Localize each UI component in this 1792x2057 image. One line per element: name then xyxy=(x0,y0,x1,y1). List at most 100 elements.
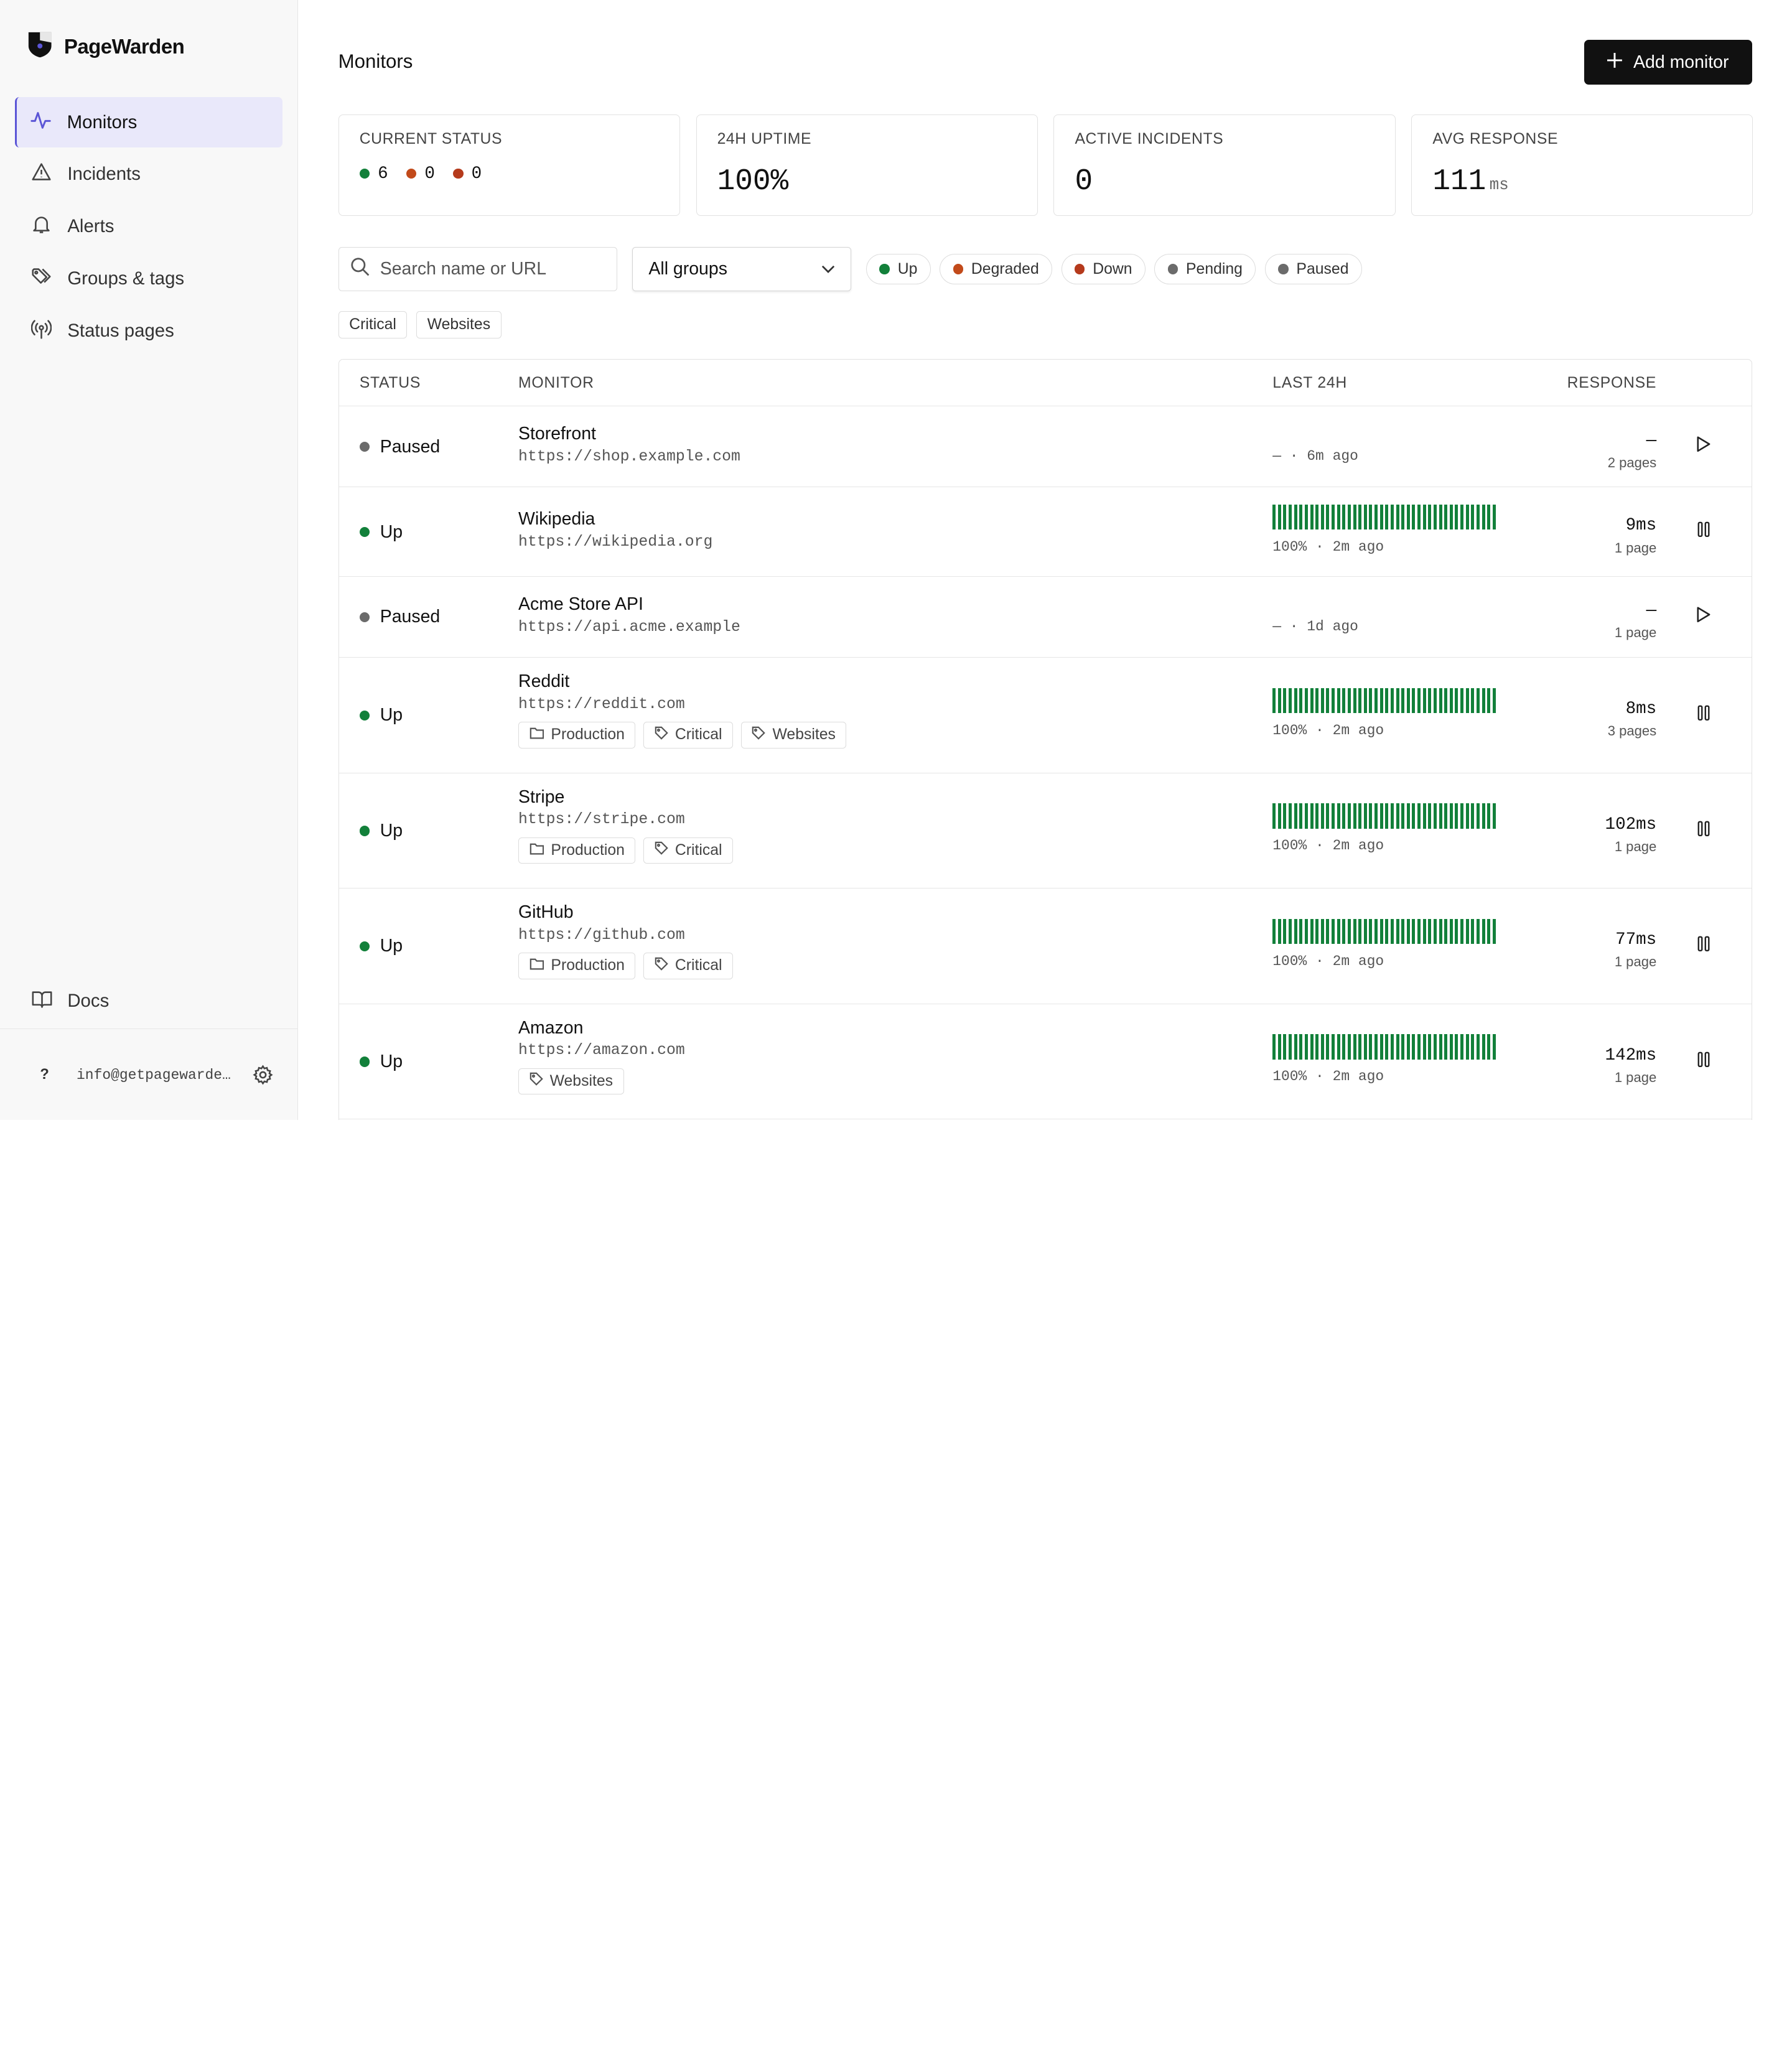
resume-button[interactable] xyxy=(1692,605,1715,628)
uptime-bar xyxy=(1439,918,1442,945)
monitor-name[interactable]: GitHub xyxy=(518,902,574,923)
monitor-tag[interactable]: Critical xyxy=(643,722,734,749)
sidebar-item-status-pages[interactable]: Status pages xyxy=(15,306,282,357)
monitor-tag[interactable]: Production xyxy=(518,953,636,979)
down-dot-icon xyxy=(1074,264,1085,274)
add-monitor-button[interactable]: Add monitor xyxy=(1584,40,1752,85)
table-row[interactable]: Paused Storefront https://shop.example.com… xyxy=(338,406,1752,488)
table-row[interactable]: Up Amazon https://amazon.com Websites 100% ·… xyxy=(338,1004,1752,1120)
table-row[interactable]: Up GitHub https://github.com Production Crit… xyxy=(338,889,1752,1004)
resume-button[interactable] xyxy=(1692,436,1715,459)
monitor-cell: GitHub https://github.com Production Critic… xyxy=(518,902,734,979)
response-value: 77ms xyxy=(1615,930,1657,950)
filter-pending[interactable]: Pending xyxy=(1154,253,1256,285)
uptime-bar xyxy=(1401,1034,1405,1060)
status-cell: Up xyxy=(359,1052,403,1072)
monitor-tag[interactable]: Websites xyxy=(518,1068,624,1094)
column-header-status[interactable]: STATUS xyxy=(359,374,421,391)
response-value: 102ms xyxy=(1605,814,1657,834)
uptime-bar xyxy=(1315,803,1319,829)
help-button[interactable]: ? xyxy=(40,1065,49,1083)
monitor-tag-label: Production xyxy=(551,726,625,744)
sidebar-item-alerts[interactable]: Alerts xyxy=(15,202,282,252)
search-input[interactable] xyxy=(380,259,597,280)
uptime-bar xyxy=(1347,918,1351,945)
filter-down[interactable]: Down xyxy=(1061,253,1146,285)
filter-up[interactable]: Up xyxy=(866,253,931,285)
column-header-response[interactable]: RESPONSE xyxy=(1567,374,1657,391)
uptime-bar xyxy=(1428,504,1432,530)
group-select-value: All groups xyxy=(648,259,727,279)
sidebar-item-incidents[interactable]: Incidents xyxy=(15,149,282,200)
monitor-name[interactable]: Stripe xyxy=(518,786,565,807)
pause-button[interactable] xyxy=(1692,935,1715,958)
monitor-tag[interactable]: Production xyxy=(518,722,636,749)
monitor-name[interactable]: Amazon xyxy=(518,1017,584,1038)
status-cell: Up xyxy=(359,936,403,956)
uptime-bar xyxy=(1390,1034,1394,1060)
pause-button[interactable] xyxy=(1692,704,1715,727)
group-select[interactable]: All groups xyxy=(632,246,852,292)
uptime-bar xyxy=(1299,504,1303,530)
down-dot-icon xyxy=(453,168,464,179)
uptime-bar xyxy=(1320,1034,1324,1060)
table-row[interactable]: Paused Acme Store API https://api.acme.exa… xyxy=(338,577,1752,658)
uptime-bar xyxy=(1492,688,1496,714)
uptime-bar xyxy=(1412,688,1416,714)
degraded-dot-icon xyxy=(406,168,417,179)
monitor-name[interactable]: Acme Store API xyxy=(518,594,643,615)
docs-link[interactable]: Docs xyxy=(32,990,109,1013)
uptime-bar xyxy=(1465,918,1469,945)
uptime-bar xyxy=(1337,688,1340,714)
monitor-tag[interactable]: Critical xyxy=(643,953,734,979)
filter-degraded[interactable]: Degraded xyxy=(940,253,1052,285)
monitor-tag[interactable]: Critical xyxy=(643,837,734,864)
uptime-bar xyxy=(1277,918,1281,945)
uptime-bar xyxy=(1385,688,1389,714)
uptime-bars xyxy=(1272,504,1496,530)
uptime-bar xyxy=(1277,688,1281,714)
monitor-name[interactable]: Reddit xyxy=(518,671,570,692)
uptime-bar xyxy=(1422,803,1426,829)
uptime-bar xyxy=(1482,504,1485,530)
monitor-tag-label: Websites xyxy=(549,1072,614,1089)
tag-filter-websites[interactable]: Websites xyxy=(416,310,502,338)
sidebar-item-groups-tags[interactable]: Groups & tags xyxy=(15,254,282,304)
book-icon xyxy=(32,990,52,1013)
pause-button[interactable] xyxy=(1692,819,1715,842)
docs-label: Docs xyxy=(67,991,110,1012)
uptime-bar xyxy=(1396,688,1399,714)
uptime-bars xyxy=(1272,803,1496,829)
pause-button[interactable] xyxy=(1692,1050,1715,1073)
tag-filter-critical[interactable]: Critical xyxy=(338,310,408,338)
monitor-tag[interactable]: Production xyxy=(518,837,636,864)
monitor-name[interactable]: Storefront xyxy=(518,424,596,444)
table-row[interactable]: Up Reddit https://reddit.com Production Crit… xyxy=(338,658,1752,773)
table-row[interactable]: Up Wikipedia https://wikipedia.org 100% · 2… xyxy=(338,487,1752,577)
uptime-bar xyxy=(1460,803,1464,829)
monitor-cell: Amazon https://amazon.com Websites xyxy=(518,1018,685,1094)
uptime-bar xyxy=(1487,688,1491,714)
table-row[interactable]: Up Stripe https://stripe.com Production Crit… xyxy=(338,773,1752,889)
pause-button[interactable] xyxy=(1692,521,1715,544)
monitor-cell: Storefront https://shop.example.com xyxy=(518,424,740,465)
brand[interactable]: PageWarden xyxy=(27,31,185,63)
search-box[interactable] xyxy=(338,246,617,292)
uptime-bar xyxy=(1379,803,1383,829)
column-header-monitor[interactable]: MONITOR xyxy=(518,374,594,391)
uptime-bar xyxy=(1326,688,1330,714)
uptime-bar xyxy=(1289,1034,1292,1060)
pause-icon xyxy=(1697,705,1710,726)
status-label: Up xyxy=(380,705,403,725)
monitor-tag[interactable]: Websites xyxy=(740,722,847,749)
gear-icon[interactable] xyxy=(253,1065,273,1090)
uptime-bar xyxy=(1487,504,1491,530)
sidebar-item-monitors[interactable]: Monitors xyxy=(14,97,282,147)
response-cell: 77ms 1 page xyxy=(1615,930,1656,970)
status-cell: Paused xyxy=(359,607,440,627)
filter-paused[interactable]: Paused xyxy=(1264,253,1362,285)
monitor-url: https://github.com xyxy=(518,926,685,944)
monitor-name[interactable]: Wikipedia xyxy=(518,509,595,529)
uptime-bar xyxy=(1449,1034,1453,1060)
status-counts: 6 0 0 xyxy=(359,164,482,184)
